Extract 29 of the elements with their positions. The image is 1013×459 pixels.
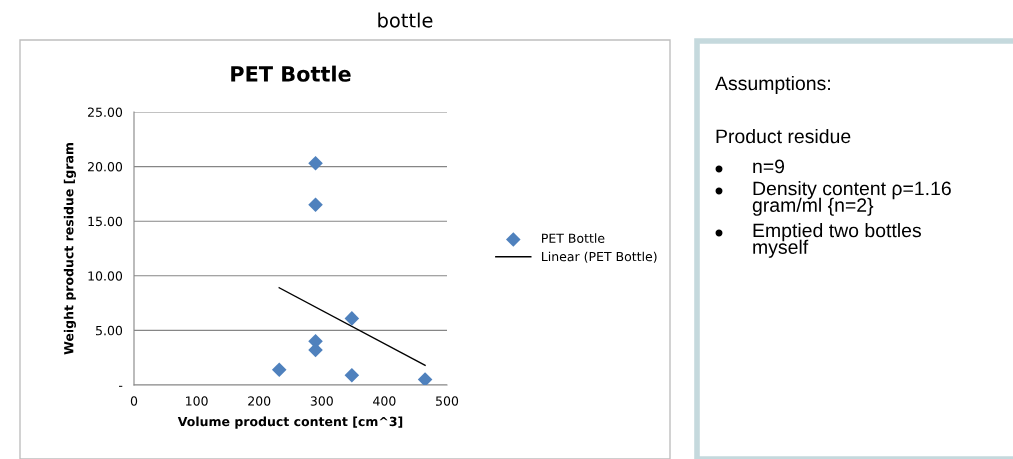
legend-label: Linear (PET Bottle): [542, 251, 657, 263]
text: bottle: [378, 12, 433, 28]
text: Product residue: [716, 128, 851, 144]
point: [417, 372, 433, 385]
y-tick-label: 20.00: [88, 162, 123, 172]
legend-label: PET Bottle: [542, 233, 605, 243]
point: [271, 362, 287, 377]
x-tick-label: 0: [130, 396, 138, 406]
point: [344, 367, 360, 383]
text: Emptied two bottles myself: [753, 223, 921, 258]
y-tick-label: 5.00: [96, 325, 123, 336]
y-tick-label: 15.00: [88, 216, 123, 227]
point: [344, 311, 360, 326]
point: [308, 156, 323, 171]
y-tick-label: 25.00: [88, 107, 123, 117]
x-tick-label: 400: [373, 396, 396, 406]
y-axis-title: Weight product residue [gram: [63, 143, 76, 355]
x-axis-title: Volume product content [cm^3]: [177, 416, 403, 429]
text: n=9: [753, 159, 785, 174]
x-tick-label: 100: [186, 396, 208, 406]
text: Assumptions:: [715, 75, 830, 95]
x-tick-label: 200: [248, 396, 271, 406]
point: [308, 197, 323, 213]
x-tick-label: 300: [310, 396, 333, 406]
y-tick-label: 10.00: [88, 271, 123, 281]
text: Density content ρ=1.16 gram/ml {n=2}: [752, 181, 951, 216]
chart-title: PET Bottle: [231, 65, 351, 82]
y-tick-label: -: [118, 385, 123, 387]
x-tick-label: 500: [436, 396, 459, 406]
